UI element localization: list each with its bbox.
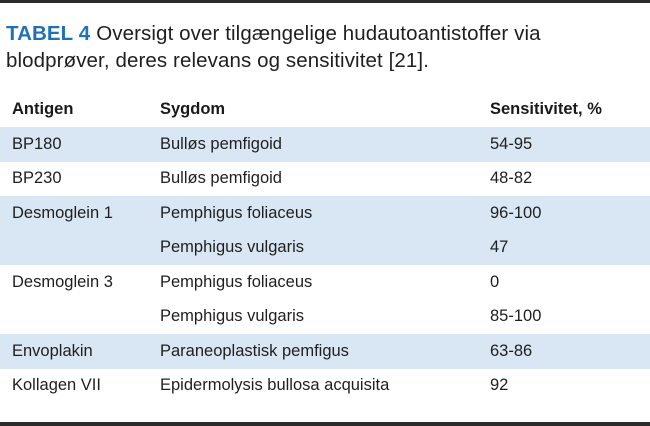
table-row: Desmoglein 1 Pemphigus foliaceus 96-100 [0, 196, 650, 231]
sensitivity-cell: 47 [490, 230, 650, 265]
table-caption: TABEL 4 Oversigt over tilgængelige hudaut… [6, 20, 636, 74]
antigen-cell: BP230 [0, 161, 160, 196]
table-row: Desmoglein 3 Pemphigus foliaceus 0 [0, 265, 650, 300]
top-rule [0, 0, 650, 3]
antigen-cell: BP180 [0, 127, 160, 162]
header-disease: Sygdom [160, 92, 490, 127]
disease-cell: Pemphigus vulgaris [160, 299, 490, 334]
antigen-cell: Desmoglein 3 [0, 265, 160, 300]
sensitivity-cell: 54-95 [490, 127, 650, 162]
disease-cell: Bulløs pemfigoid [160, 127, 490, 162]
disease-cell: Pemphigus foliaceus [160, 265, 490, 300]
sensitivity-cell: 96-100 [490, 196, 650, 231]
header-row: Antigen Sygdom Sensitivitet, % [0, 92, 650, 127]
caption-text: Oversigt over tilgængelige hudautoantist… [6, 22, 541, 72]
antigen-cell: Desmoglein 1 [0, 196, 160, 231]
antigen-cell: Kollagen VII [0, 368, 160, 403]
sensitivity-cell: 92 [490, 368, 650, 403]
disease-cell: Epidermolysis bullosa acquisita [160, 368, 490, 403]
table-row: BP180 Bulløs pemfigoid 54-95 [0, 127, 650, 162]
header-antigen: Antigen [0, 92, 160, 127]
table-row: BP230 Bulløs pemfigoid 48-82 [0, 161, 650, 196]
antigen-cell [0, 230, 160, 265]
bottom-rule [0, 422, 650, 426]
disease-cell: Paraneoplastisk pemfigus [160, 334, 490, 369]
antibody-table: Antigen Sygdom Sensitivitet, % BP180 Bull… [0, 92, 650, 403]
sensitivity-cell: 0 [490, 265, 650, 300]
table-row: Pemphigus vulgaris 85-100 [0, 299, 650, 334]
table-row: Kollagen VII Epidermolysis bullosa acquis… [0, 368, 650, 403]
table-body: BP180 Bulløs pemfigoid 54-95 BP230 Bulløs pe… [0, 127, 650, 403]
table-container: Antigen Sygdom Sensitivitet, % BP180 Bull… [0, 92, 650, 403]
table-row: Envoplakin Paraneoplastisk pemfigus 63-86 [0, 334, 650, 369]
sensitivity-cell: 85-100 [490, 299, 650, 334]
antigen-cell [0, 299, 160, 334]
table-row: Pemphigus vulgaris 47 [0, 230, 650, 265]
sensitivity-cell: 48-82 [490, 161, 650, 196]
disease-cell: Pemphigus vulgaris [160, 230, 490, 265]
table-label: TABEL 4 [6, 22, 91, 45]
header-sensitivity: Sensitivitet, % [490, 92, 650, 127]
sensitivity-cell: 63-86 [490, 334, 650, 369]
disease-cell: Bulløs pemfigoid [160, 161, 490, 196]
disease-cell: Pemphigus foliaceus [160, 196, 490, 231]
antigen-cell: Envoplakin [0, 334, 160, 369]
